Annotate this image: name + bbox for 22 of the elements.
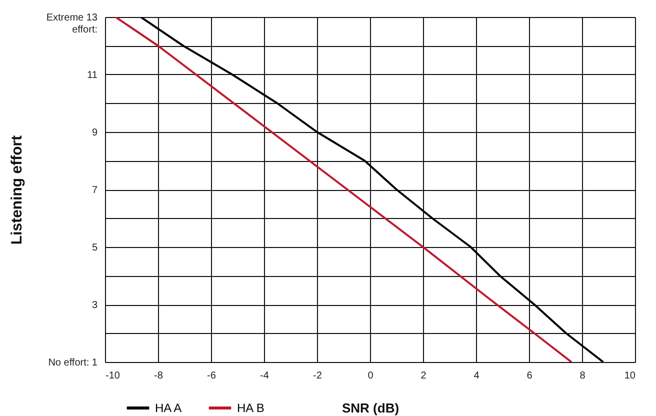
y-tick-label: 7 [92,185,98,196]
y-tick-label: 3 [92,300,98,311]
y-tick-label: 11 [87,70,98,81]
x-tick-label: 4 [474,370,480,382]
legend-label: HA B [237,401,264,415]
x-tick-label: 10 [624,370,636,382]
x-tick-label: 2 [420,370,427,382]
y-tick-label: 9 [92,128,98,138]
y-tick-label: 5 [92,242,98,254]
y-tick-label: No effort: 1 [48,358,98,368]
x-tick-label: 0 [368,370,374,382]
x-axis-title: SNR (dB) [342,400,400,416]
y-tick-label: Extreme 13 effort: [46,12,98,36]
y-axis-title: Listening effort [8,135,26,245]
x-tick-label: -2 [313,370,322,382]
x-tick-label: 8 [580,370,586,382]
x-tick-label: -6 [207,370,216,382]
legend-label: HA A [155,401,182,415]
x-tick-label: 6 [526,370,533,382]
x-tick-label: -10 [106,370,120,382]
x-tick-label: -8 [154,370,164,382]
x-tick-label: -4 [260,370,270,382]
